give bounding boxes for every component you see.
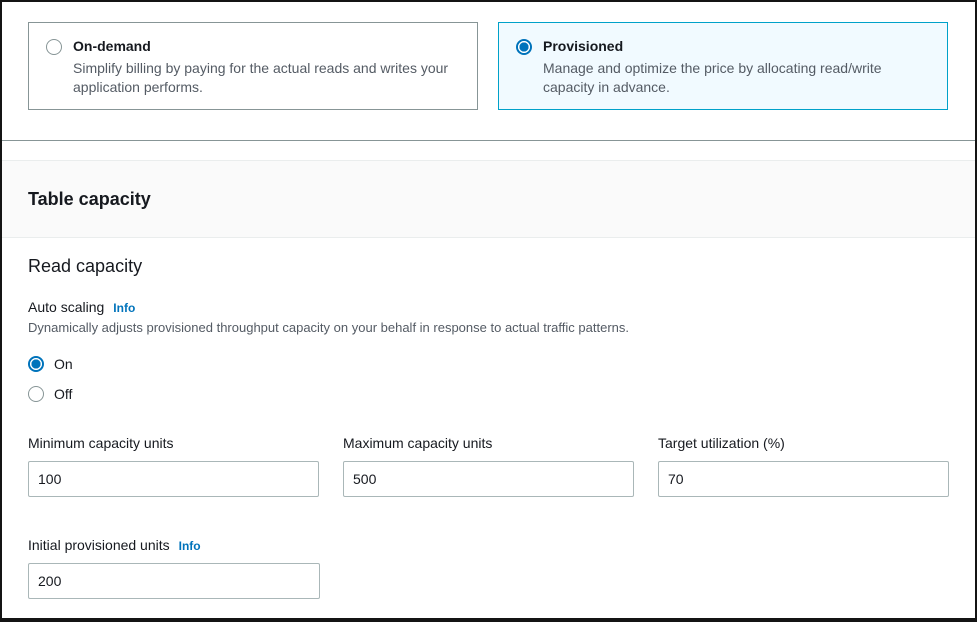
target-utilization-label: Target utilization (%) <box>658 435 785 451</box>
maximum-capacity-input[interactable] <box>343 461 634 497</box>
initial-provisioned-label: Initial provisioned units <box>28 537 170 553</box>
on-demand-radio[interactable] <box>46 39 62 55</box>
option-card-provisioned[interactable]: Provisioned Manage and optimize the pric… <box>498 22 948 110</box>
table-capacity-header: Table capacity <box>2 161 975 238</box>
provisioned-radio[interactable] <box>516 39 532 55</box>
minimum-capacity-label: Minimum capacity units <box>28 435 174 451</box>
billing-mode-section: On-demand Simplify billing by paying for… <box>2 2 975 141</box>
auto-scaling-off-label: Off <box>54 386 73 402</box>
target-utilization-input[interactable] <box>658 461 949 497</box>
option-card-on-demand[interactable]: On-demand Simplify billing by paying for… <box>28 22 478 110</box>
read-capacity-heading: Read capacity <box>28 256 143 276</box>
auto-scaling-on-radio[interactable] <box>28 356 44 372</box>
auto-scaling-label-row: Auto scaling Info <box>28 298 949 316</box>
maximum-capacity-field: Maximum capacity units <box>343 434 634 497</box>
table-capacity-body: Read capacity Auto scaling Info Dynamica… <box>2 238 975 618</box>
auto-scaling-option-off[interactable]: Off <box>28 379 949 409</box>
initial-provisioned-field: Initial provisioned units Info <box>28 536 320 599</box>
auto-scaling-label: Auto scaling <box>28 299 105 315</box>
auto-scaling-info-link[interactable]: Info <box>113 301 136 315</box>
initial-provisioned-info-link[interactable]: Info <box>178 539 201 553</box>
on-demand-description: Simplify billing by paying for the actua… <box>73 60 449 95</box>
table-capacity-panel: Table capacity Read capacity Auto scalin… <box>2 160 975 618</box>
auto-scaling-description: Dynamically adjusts provisioned throughp… <box>28 320 629 335</box>
provisioned-label: Provisioned <box>543 38 624 54</box>
provisioned-description: Manage and optimize the price by allocat… <box>543 60 882 95</box>
auto-scaling-on-label: On <box>54 356 73 372</box>
on-demand-label: On-demand <box>73 38 151 54</box>
billing-mode-cards: On-demand Simplify billing by paying for… <box>28 22 950 110</box>
capacity-fields-row: Minimum capacity units Maximum capacity … <box>28 434 949 497</box>
maximum-capacity-label: Maximum capacity units <box>343 435 493 451</box>
panel-title: Table capacity <box>28 188 151 209</box>
minimum-capacity-input[interactable] <box>28 461 319 497</box>
initial-provisioned-input[interactable] <box>28 563 320 599</box>
auto-scaling-radio-group: On Off <box>28 349 949 409</box>
minimum-capacity-field: Minimum capacity units <box>28 434 319 497</box>
auto-scaling-option-on[interactable]: On <box>28 349 949 379</box>
target-utilization-field: Target utilization (%) <box>658 434 949 497</box>
auto-scaling-off-radio[interactable] <box>28 386 44 402</box>
